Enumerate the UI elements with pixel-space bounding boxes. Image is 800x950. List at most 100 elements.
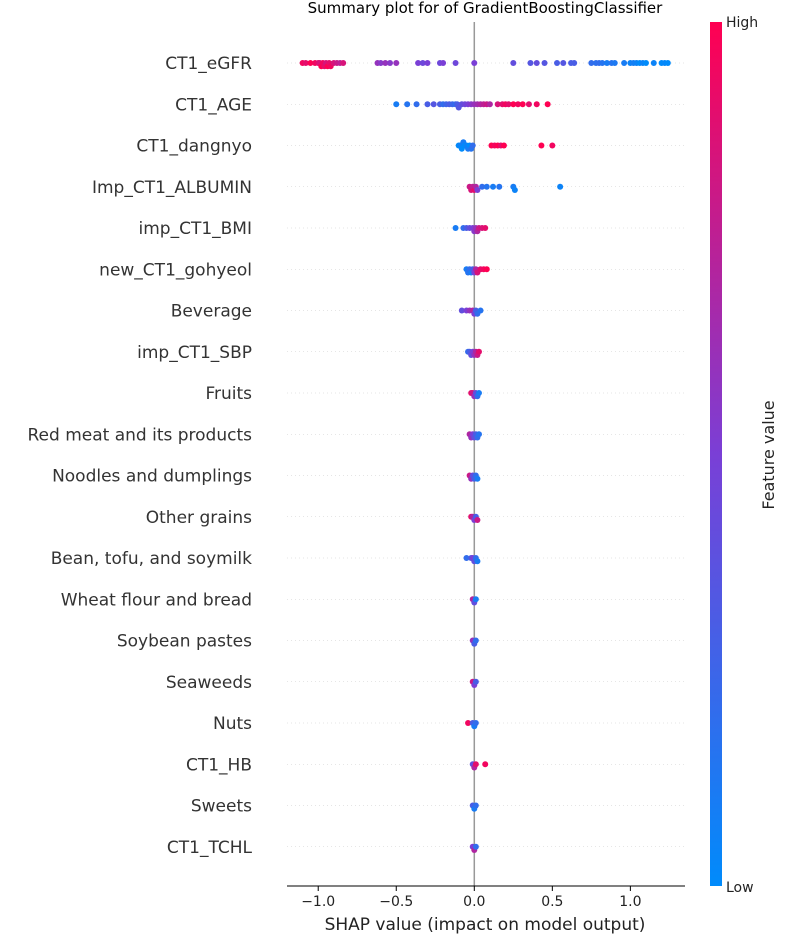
shap-point	[650, 60, 657, 66]
grid-lines	[287, 62, 685, 848]
chart-title: Summary plot for of GradientBoostingClas…	[308, 0, 664, 17]
shap-point	[482, 761, 489, 768]
shap-point	[475, 348, 482, 355]
points-layer	[299, 60, 671, 853]
shap-point	[340, 60, 347, 66]
shap-point	[494, 101, 501, 108]
shap-point	[510, 60, 517, 66]
shap-point	[393, 101, 400, 108]
feature-label: CT1_TCHL	[167, 838, 253, 858]
x-ticks: −1.0 −0.5 0.0 0.5 1.0	[301, 886, 642, 910]
shap-point	[452, 60, 459, 66]
shap-point	[544, 101, 551, 108]
x-tick-label: 0.5	[541, 894, 563, 910]
feature-label: Bean, tofu, and soymilk	[51, 549, 252, 569]
feature-label: Soybean pastes	[117, 632, 252, 652]
shap-point	[382, 60, 389, 66]
x-axis-label: SHAP value (impact on model output)	[325, 915, 646, 935]
shap-point	[611, 60, 618, 66]
shap-point	[483, 183, 490, 190]
shap-point	[452, 225, 459, 231]
shap-point	[377, 60, 384, 66]
shap-point	[474, 475, 481, 482]
shap-point	[440, 60, 447, 66]
feature-label: CT1_HB	[186, 755, 252, 775]
shap-point	[472, 761, 479, 768]
feature-label: imp_CT1_SBP	[137, 343, 252, 363]
shap-point	[472, 802, 479, 809]
shap-point	[571, 60, 578, 66]
feature-label: new_CT1_gohyeol	[99, 260, 252, 280]
feature-label: Noodles and dumplings	[52, 467, 252, 487]
shap-point	[588, 60, 595, 66]
shap-point	[472, 596, 479, 603]
shap-point	[533, 60, 540, 66]
shap-point	[510, 101, 517, 108]
shap-point	[519, 101, 526, 108]
shap-point	[557, 183, 564, 190]
feature-label: Sweets	[191, 797, 252, 817]
feature-label: CT1_AGE	[175, 95, 252, 115]
shap-point	[527, 60, 534, 66]
colorbar-title: Feature value	[759, 400, 778, 509]
shap-point	[475, 431, 482, 438]
shap-point	[490, 183, 497, 190]
feature-label: CT1_eGFR	[165, 54, 252, 74]
shap-point	[511, 186, 518, 193]
shap-point	[554, 60, 561, 66]
shap-point	[486, 101, 493, 108]
feature-label: Fruits	[205, 384, 252, 404]
shap-point	[525, 101, 532, 108]
colorbar-low-label: Low	[726, 880, 754, 896]
shap-point	[479, 183, 486, 190]
shap-point	[302, 60, 309, 66]
shap-point	[474, 516, 481, 523]
x-tick-label: −0.5	[379, 894, 413, 910]
feature-label: Wheat flour and bread	[61, 590, 252, 610]
shap-point	[474, 558, 481, 565]
shap-point	[307, 60, 314, 66]
shap-point	[475, 390, 482, 396]
shap-point	[664, 60, 671, 66]
shap-point	[514, 101, 521, 108]
shap-point	[500, 142, 507, 149]
feature-label: CT1_dangnyo	[136, 137, 252, 157]
x-tick-label: 1.0	[619, 894, 641, 910]
feature-label: Red meat and its products	[28, 425, 253, 445]
shap-point	[642, 60, 649, 66]
shap-point	[463, 555, 470, 561]
shap-point	[477, 307, 484, 314]
shap-point	[387, 60, 394, 66]
shap-point	[472, 843, 479, 850]
shap-point	[533, 101, 540, 108]
colorbar	[710, 22, 722, 886]
shap-point	[599, 60, 606, 66]
shap-point	[472, 637, 479, 644]
shap-point	[560, 60, 567, 66]
x-tick-label: 0.0	[463, 894, 485, 910]
shap-point	[505, 101, 512, 108]
shap-point	[541, 60, 548, 66]
shap-point	[474, 186, 481, 193]
feature-label: Nuts	[213, 714, 252, 734]
shap-point	[404, 101, 411, 108]
shap-point	[393, 60, 400, 66]
shap-point	[538, 142, 545, 149]
feature-label: Seaweeds	[166, 673, 252, 693]
shap-point	[424, 60, 431, 66]
shap-point	[469, 142, 476, 149]
shap-point	[430, 101, 437, 108]
shap-point	[482, 225, 489, 231]
feature-label: imp_CT1_BMI	[139, 219, 253, 239]
shap-point	[458, 307, 465, 314]
shap-point	[483, 266, 490, 273]
shap-point	[419, 60, 426, 66]
feature-label: Beverage	[171, 302, 252, 322]
shap-point	[603, 60, 610, 66]
colorbar-high-label: High	[726, 15, 758, 31]
x-tick-label: −1.0	[301, 894, 335, 910]
feature-label: Imp_CT1_ALBUMIN	[92, 178, 252, 198]
feature-label: Other grains	[146, 508, 252, 528]
shap-point	[621, 60, 628, 66]
